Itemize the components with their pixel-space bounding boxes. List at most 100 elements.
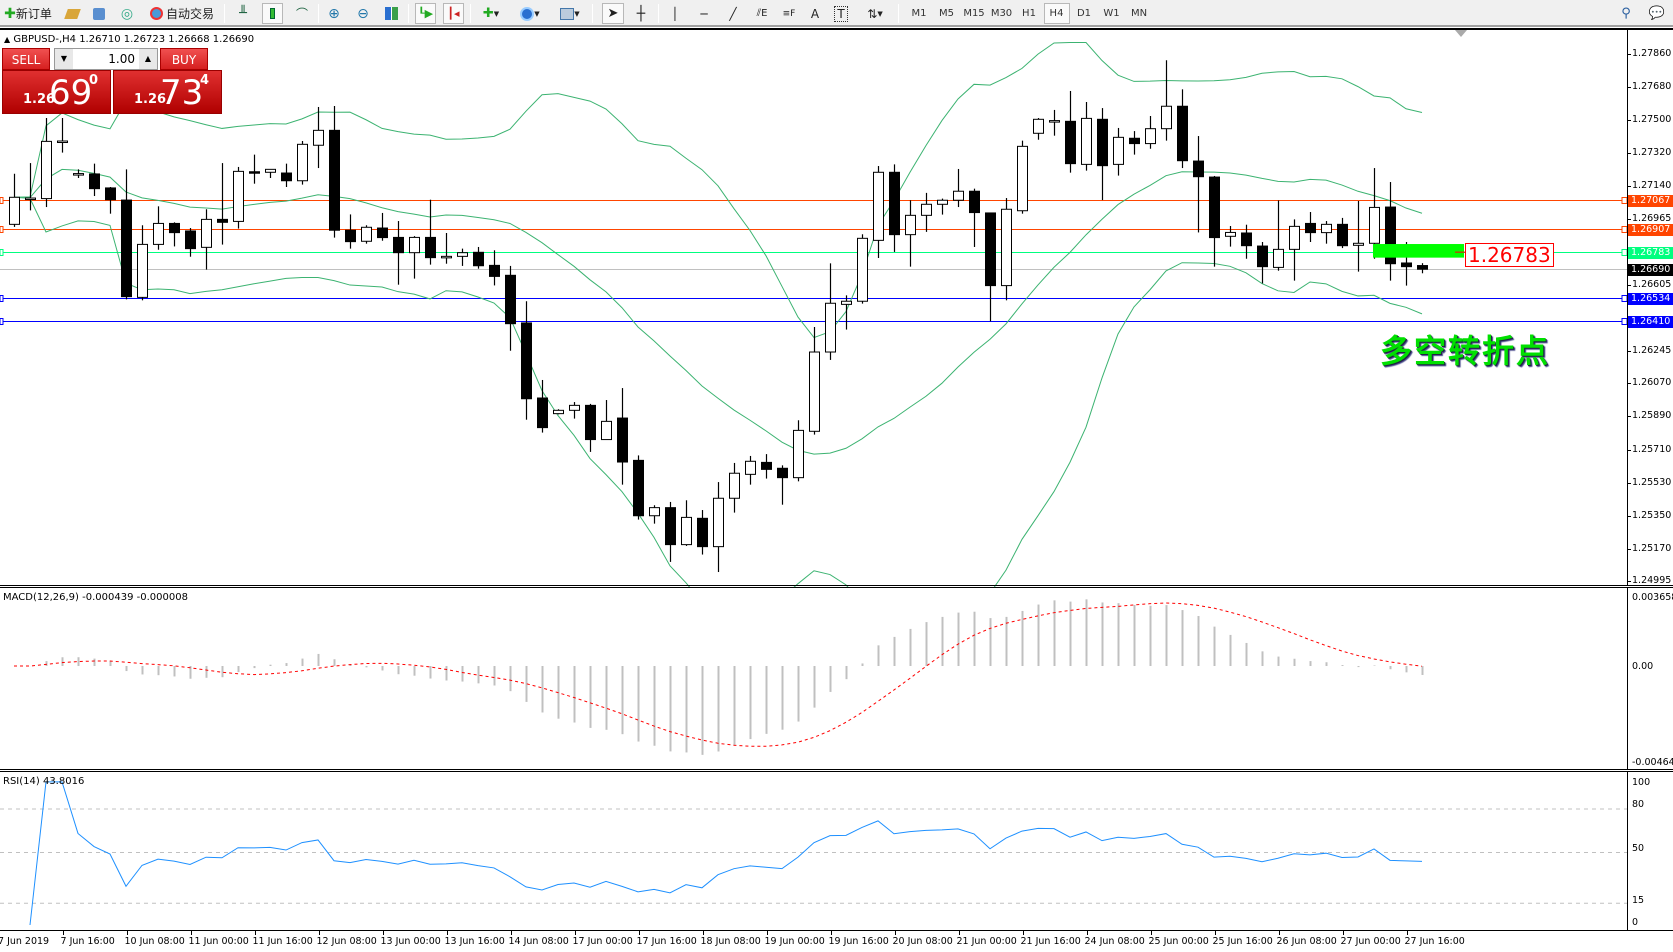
crosshair-tool[interactable]: ┼ (631, 3, 651, 24)
bar-chart-button[interactable]: ╨ (233, 3, 253, 24)
candle-body (1177, 105, 1188, 162)
cursor-tool[interactable]: ➤ (602, 3, 624, 24)
bollinger-middle-band (13, 168, 1423, 455)
candle-body (217, 218, 228, 223)
lot-increase-button[interactable]: ▲ (139, 49, 157, 69)
candle-body (377, 227, 388, 239)
channel-tool[interactable]: ⫽E (752, 3, 772, 24)
price-tick-mark (1627, 416, 1631, 418)
new-order-button[interactable]: ✚ 新订单 (1, 3, 55, 24)
horizontal-line-icon: ─ (700, 6, 708, 21)
candle-body (297, 143, 308, 182)
timeframe-m30-button[interactable]: M30 (990, 8, 1013, 19)
sell-price-big: 69 (49, 73, 93, 113)
macd-panel[interactable]: MACD(12,26,9) -0.000439 -0.000008 0.0036… (0, 585, 1673, 769)
fibonacci-tool[interactable]: ≡F (779, 3, 799, 24)
search-icon: ⚲ (1621, 6, 1631, 21)
price-chart-panel[interactable]: ▲ GBPUSD-,H4 1.26710 1.26723 1.26668 1.2… (0, 28, 1673, 587)
macd-chart (13, 599, 1424, 755)
candle-body (137, 243, 148, 298)
separator (318, 4, 319, 23)
candle-body (329, 129, 340, 231)
macd-signal-line (13, 602, 1423, 747)
timeframe-m15-button[interactable]: M15 (963, 8, 985, 19)
timeframe-w1-button[interactable]: W1 (1103, 8, 1120, 19)
separator (224, 4, 225, 23)
candle-body (825, 302, 836, 353)
new-order-label: 新订单 (15, 7, 52, 21)
price-tick-mark (1627, 186, 1631, 188)
zoom-out-button[interactable]: ⊖ (353, 3, 373, 24)
sell-button[interactable]: SELL (2, 48, 50, 70)
candle-body (937, 199, 948, 205)
price-tick-mark (1627, 120, 1631, 122)
candle-body (1305, 222, 1316, 234)
lot-size-stepper[interactable]: ▼ 1.00 ▲ (54, 48, 158, 70)
zoom-in-icon: ⊕ (328, 5, 340, 22)
time-tick-mark (1342, 931, 1344, 935)
zoom-in-button[interactable]: ⊕ (324, 3, 344, 24)
time-tick-mark (958, 931, 960, 935)
sell-price-button[interactable]: 1.26 69 0 (2, 70, 111, 114)
rsi-panel[interactable]: RSI(14) 43.8016 100 80 50 15 0 (0, 769, 1673, 930)
price-tick-mark (1627, 54, 1631, 55)
collapse-triangle-icon[interactable]: ▲ (4, 35, 11, 44)
candle-body (953, 190, 964, 201)
price-axis-line (1627, 30, 1628, 585)
time-tick-label: 14 Jun 08:00 (508, 936, 569, 947)
tile-windows-button[interactable] (381, 3, 401, 24)
auto-scroll-button[interactable]: ┖▶ (415, 3, 436, 24)
price-annotation-box[interactable]: 1.26783 (1465, 243, 1554, 267)
timeframe-h4-button[interactable]: H4 (1043, 3, 1070, 24)
trendline-tool[interactable]: ╱ (723, 3, 743, 24)
price-tick-label: 1.24995 (1632, 575, 1672, 587)
line-chart-button[interactable]: ⌒ (292, 3, 312, 24)
buy-price-button[interactable]: 1.26 73 4 (113, 70, 222, 114)
candle-body (1049, 120, 1060, 123)
chevron-down-icon: ▼ (574, 9, 580, 18)
candle-body (1193, 160, 1204, 178)
price-tick-mark (1627, 515, 1631, 517)
zoom-out-icon: ⊖ (357, 5, 369, 22)
lot-size-input[interactable]: 1.00 (108, 52, 135, 66)
add-indicator-icon: ✚ (482, 6, 494, 21)
templates-button[interactable]: ▼ (555, 3, 585, 24)
text-tool[interactable]: A (805, 3, 825, 24)
candle-body (553, 409, 564, 415)
chat-button[interactable]: 💬 (1646, 3, 1668, 24)
time-tick-label: 17 Jun 16:00 (636, 936, 697, 947)
time-tick-label: 21 Jun 16:00 (1020, 936, 1081, 947)
timeframe-d1-button[interactable]: D1 (1076, 8, 1092, 19)
price-line-tag: 1.26410 (1628, 315, 1673, 328)
indicators-button[interactable]: ✚ ▼ (477, 3, 505, 24)
buy-button[interactable]: BUY (160, 48, 208, 70)
price-tick-label: 1.27500 (1632, 114, 1672, 126)
rsi-chart (0, 781, 1627, 926)
time-tick-mark (1086, 931, 1088, 935)
search-button[interactable]: ⚲ (1616, 3, 1636, 24)
chart-shift-button[interactable]: ┃◂ (443, 3, 464, 24)
candle-body (1337, 223, 1348, 247)
reversal-point-text[interactable]: 多空转折点 (1380, 332, 1551, 370)
timeframe-m5-button[interactable]: M5 (939, 8, 954, 19)
vertical-line-tool[interactable]: │ (665, 3, 685, 24)
data-window-button[interactable] (89, 3, 109, 24)
text-label-tool[interactable]: T (831, 3, 851, 24)
sell-price-prefix: 1.26 (23, 92, 56, 107)
history-center-button[interactable] (62, 3, 82, 24)
separator (658, 4, 659, 23)
candlestick-chart-button[interactable] (262, 3, 283, 24)
price-line-tag: 1.27067 (1628, 194, 1673, 207)
lot-decrease-button[interactable]: ▼ (55, 49, 73, 69)
timeframe-h1-button[interactable]: H1 (1022, 8, 1036, 19)
horizontal-line-tool[interactable]: ─ (694, 3, 714, 24)
time-tick-mark (830, 931, 832, 935)
timeframe-mn-button[interactable]: MN (1130, 8, 1148, 19)
candle-body (1369, 206, 1380, 244)
timeframe-m1-button[interactable]: M1 (911, 8, 927, 19)
signals-button[interactable]: ◎ (117, 3, 137, 24)
arrows-tool[interactable]: ⇅ ▼ (860, 3, 890, 24)
periods-button[interactable]: ▼ (515, 3, 545, 24)
chart-shift-marker-icon[interactable] (1455, 30, 1467, 37)
auto-trading-button[interactable]: 自动交易 (146, 3, 218, 24)
